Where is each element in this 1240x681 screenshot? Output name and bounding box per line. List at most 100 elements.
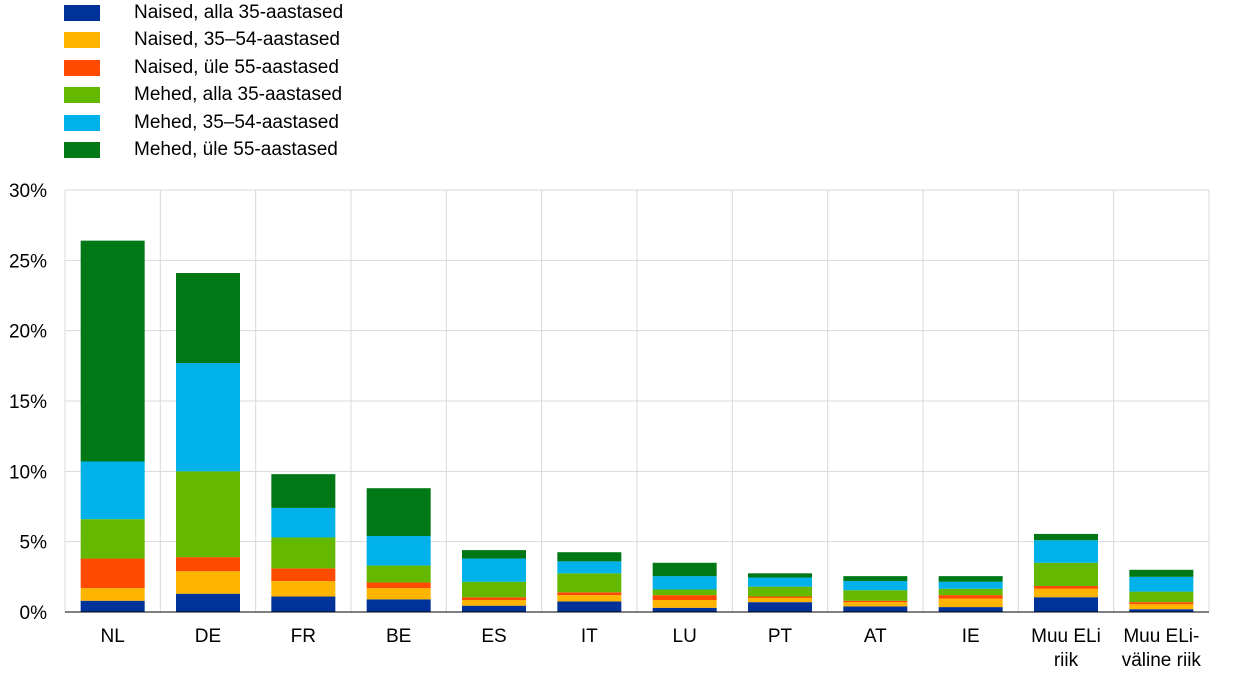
legend-swatch-men-over-55: [64, 141, 100, 158]
y-tick-label: 10%: [9, 462, 47, 483]
bar-segment: [1034, 540, 1098, 563]
bar-segment: [748, 577, 812, 587]
bar-segment: [1034, 597, 1098, 612]
bar-segment: [176, 471, 240, 558]
bar-segment: [748, 602, 812, 612]
legend-label-men-under-35: Mehed, alla 35-aastased: [134, 84, 343, 106]
bar-segment: [652, 607, 717, 612]
bar-segment: [80, 558, 145, 589]
bar-segment: [843, 581, 908, 591]
x-tick-label: PT: [768, 626, 793, 647]
bar-segment: [652, 595, 717, 601]
bar-segment: [176, 272, 240, 364]
bar-segment: [1034, 585, 1098, 589]
bar-segment: [938, 598, 1003, 608]
bar-segment: [80, 461, 145, 520]
bar-segment: [843, 600, 908, 603]
legend-swatch-men-under-35: [64, 87, 100, 104]
y-tick-label: 5%: [20, 533, 48, 554]
bar-segment: [652, 576, 717, 590]
bar-segment: [462, 550, 526, 559]
bar-segment: [938, 588, 1003, 596]
bar-segment: [176, 557, 240, 572]
bar-segment: [366, 536, 431, 566]
bar-segment: [462, 600, 526, 606]
bar-segment: [366, 565, 431, 583]
bar-segment: [1034, 533, 1098, 541]
legend-swatch-women-35-54: [64, 32, 100, 49]
x-tick-label: LU: [673, 626, 697, 647]
legend-label-women-under-35: Naised, alla 35-aastased: [134, 2, 344, 23]
legend-label-women-over-55: Naised, üle 55-aastased: [134, 56, 339, 78]
bar-segment: [843, 576, 908, 582]
bar-segment: [80, 600, 145, 612]
bar-segment: [557, 601, 622, 612]
x-tick-label: NL: [101, 626, 125, 647]
bar-segment: [462, 581, 526, 598]
bar-segment: [1129, 602, 1194, 605]
bar-segment: [271, 474, 336, 508]
bar-segment: [462, 597, 526, 601]
bar-segment: [938, 595, 1003, 599]
bar-segment: [80, 519, 145, 559]
bar-segment: [748, 597, 812, 603]
bar-segment: [938, 576, 1003, 582]
bar-segment: [176, 593, 240, 612]
bar-segment: [557, 595, 622, 602]
y-tick-label: 30%: [9, 181, 47, 202]
bar-segment: [748, 573, 812, 578]
bar-segment: [366, 588, 431, 600]
bar-segment: [1034, 588, 1098, 598]
bar-segment: [938, 607, 1003, 612]
bar-segment: [462, 558, 526, 582]
legend-label-women-35-54: Naised, 35–54-aastased: [134, 29, 340, 51]
bar-segment: [1129, 609, 1194, 612]
legend-label-men-35-54: Mehed, 35–54-aastased: [134, 111, 339, 133]
bar-segment: [271, 537, 336, 569]
legend-label-men-over-55: Mehed, üle 55-aastased: [134, 138, 338, 160]
bar-segment: [843, 590, 908, 601]
bar-segment: [1129, 569, 1194, 577]
bar-segment: [938, 581, 1003, 589]
bar-segment: [557, 552, 622, 562]
x-tick-label: Muu ELi: [1031, 626, 1101, 647]
bar-segment: [557, 573, 622, 593]
bar-segment: [80, 588, 145, 601]
bar-segment: [366, 582, 431, 589]
bar-segment: [1034, 562, 1098, 586]
bar-segment: [271, 596, 336, 612]
x-tick-label: BE: [386, 626, 411, 647]
y-tick-label: 25%: [9, 251, 47, 272]
y-tick-label: 0%: [20, 603, 48, 624]
bar-segment: [1129, 604, 1194, 610]
legend-swatch-women-over-55: [64, 59, 100, 76]
bar-segment: [557, 561, 622, 574]
bar-segment: [271, 581, 336, 597]
bar-segment: [652, 600, 717, 608]
bar-segment: [271, 568, 336, 582]
y-tick-label: 20%: [9, 322, 47, 343]
x-tick-label: DE: [195, 626, 221, 647]
x-tick-label: riik: [1054, 650, 1079, 671]
bar-segment: [748, 586, 812, 597]
bar-segment: [557, 592, 622, 596]
bar-segment: [176, 363, 240, 472]
bar-segment: [843, 602, 908, 607]
x-tick-label: FR: [291, 626, 316, 647]
x-tick-label: IE: [962, 626, 980, 647]
bar-segment: [176, 571, 240, 594]
bar-segment: [271, 507, 336, 538]
bar-segment: [1129, 576, 1194, 592]
bar-segment: [366, 599, 431, 612]
bar-segment: [652, 589, 717, 596]
y-tick-label: 15%: [9, 392, 47, 413]
x-tick-label: IT: [581, 626, 598, 647]
legend-swatch-men-35-54: [64, 114, 100, 131]
x-tick-label: AT: [864, 626, 887, 647]
bar-segment: [80, 240, 145, 462]
x-tick-label: väline riik: [1122, 650, 1202, 671]
x-tick-label: ES: [481, 626, 506, 647]
bar-segment: [1129, 591, 1194, 603]
bar-segment: [748, 596, 812, 598]
